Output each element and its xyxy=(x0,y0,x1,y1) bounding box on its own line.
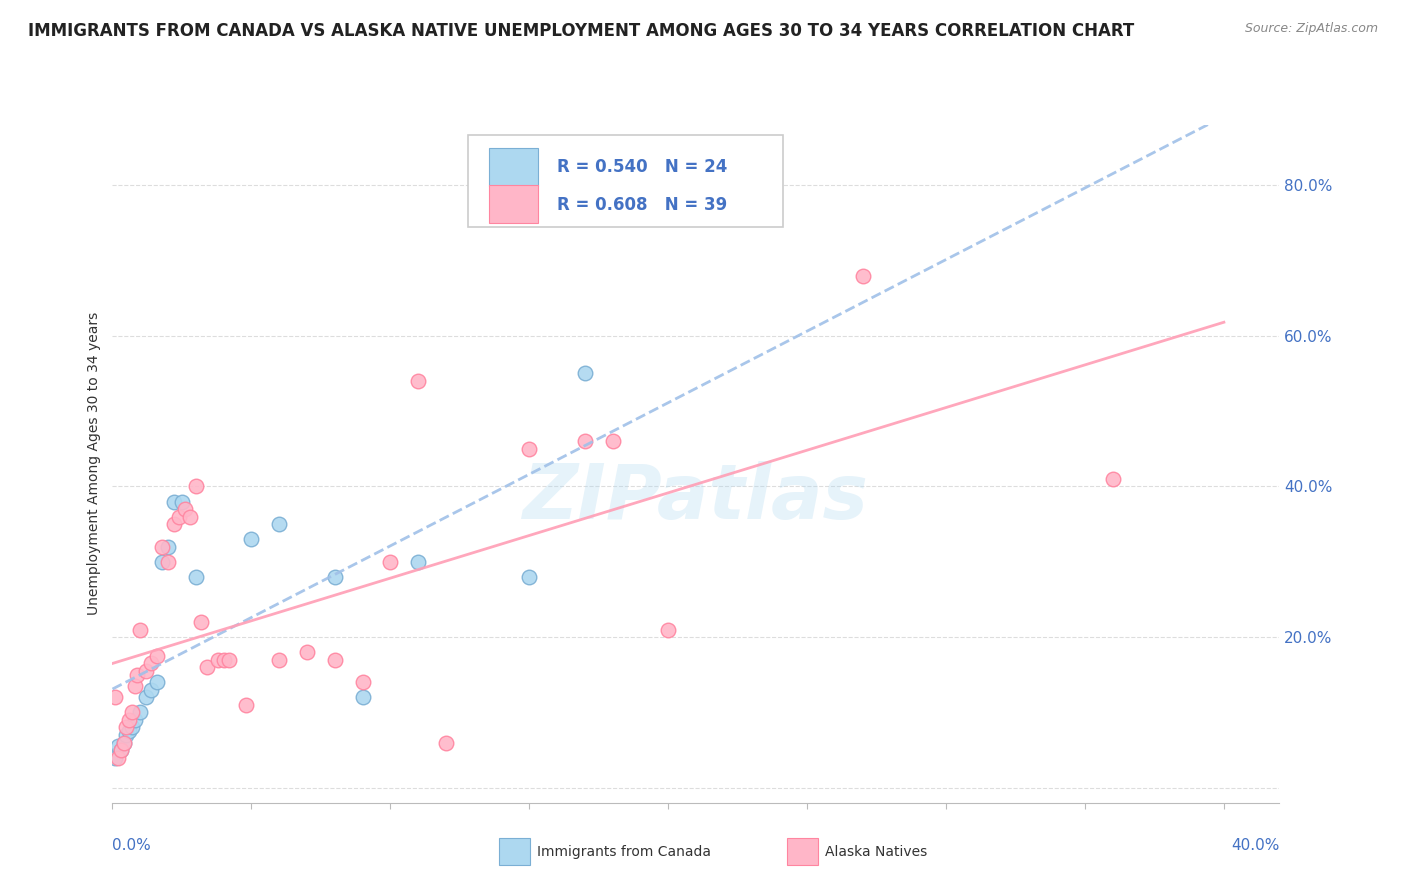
Point xyxy=(517,570,540,584)
Point xyxy=(152,540,174,554)
Point xyxy=(104,750,127,764)
Point xyxy=(124,713,146,727)
Point xyxy=(380,555,402,569)
Point xyxy=(112,735,135,749)
Point xyxy=(269,517,291,532)
Point xyxy=(157,540,180,554)
Text: Alaska Natives: Alaska Natives xyxy=(825,845,928,859)
Text: Immigrants from Canada: Immigrants from Canada xyxy=(537,845,711,859)
Point xyxy=(406,374,429,388)
Text: ZIPatlas: ZIPatlas xyxy=(523,461,869,534)
Point xyxy=(157,555,180,569)
Text: Source: ZipAtlas.com: Source: ZipAtlas.com xyxy=(1244,22,1378,36)
Point xyxy=(574,434,596,449)
Point xyxy=(115,721,138,735)
Point xyxy=(146,675,169,690)
Text: 40.0%: 40.0% xyxy=(1232,838,1279,854)
Point xyxy=(352,690,374,705)
Point xyxy=(179,509,201,524)
Point xyxy=(212,653,235,667)
Point xyxy=(602,434,624,449)
Text: IMMIGRANTS FROM CANADA VS ALASKA NATIVE UNEMPLOYMENT AMONG AGES 30 TO 34 YEARS C: IMMIGRANTS FROM CANADA VS ALASKA NATIVE … xyxy=(28,22,1135,40)
Point xyxy=(115,728,138,742)
Point xyxy=(184,479,207,493)
Point xyxy=(107,750,129,764)
Point xyxy=(104,690,127,705)
Point xyxy=(118,724,141,739)
Point xyxy=(190,615,212,629)
Text: R = 0.608   N = 39: R = 0.608 N = 39 xyxy=(557,195,727,213)
Point xyxy=(352,675,374,690)
Point xyxy=(323,653,346,667)
Point xyxy=(162,494,184,508)
Point xyxy=(121,721,143,735)
Point xyxy=(434,735,457,749)
Point xyxy=(135,664,157,678)
Point xyxy=(184,570,207,584)
Point xyxy=(167,509,190,524)
Point xyxy=(107,739,129,754)
Point xyxy=(112,735,135,749)
Point xyxy=(124,679,146,693)
Point xyxy=(110,743,132,757)
Point xyxy=(406,555,429,569)
Point xyxy=(127,667,149,681)
Point xyxy=(218,653,240,667)
Point xyxy=(323,570,346,584)
FancyBboxPatch shape xyxy=(489,148,538,186)
Point xyxy=(173,502,195,516)
Point xyxy=(118,713,141,727)
Text: R = 0.540   N = 24: R = 0.540 N = 24 xyxy=(557,158,727,177)
Point xyxy=(269,653,291,667)
Point xyxy=(129,623,152,637)
Point xyxy=(141,682,163,697)
Point xyxy=(235,698,257,712)
Point xyxy=(207,653,229,667)
Point xyxy=(121,706,143,720)
Y-axis label: Unemployment Among Ages 30 to 34 years: Unemployment Among Ages 30 to 34 years xyxy=(87,312,101,615)
Point xyxy=(240,532,263,546)
Point xyxy=(129,706,152,720)
Text: 0.0%: 0.0% xyxy=(112,838,152,854)
Point xyxy=(1101,472,1123,486)
Point xyxy=(146,648,169,663)
Point xyxy=(852,268,875,283)
Point xyxy=(110,743,132,757)
Point xyxy=(141,657,163,671)
Point xyxy=(135,690,157,705)
FancyBboxPatch shape xyxy=(468,135,783,227)
Point xyxy=(162,517,184,532)
Point xyxy=(295,645,318,659)
Point xyxy=(152,555,174,569)
Point xyxy=(195,660,218,674)
Point xyxy=(517,442,540,456)
Point xyxy=(170,494,193,508)
Point xyxy=(574,367,596,381)
Point xyxy=(657,623,679,637)
FancyBboxPatch shape xyxy=(489,186,538,223)
